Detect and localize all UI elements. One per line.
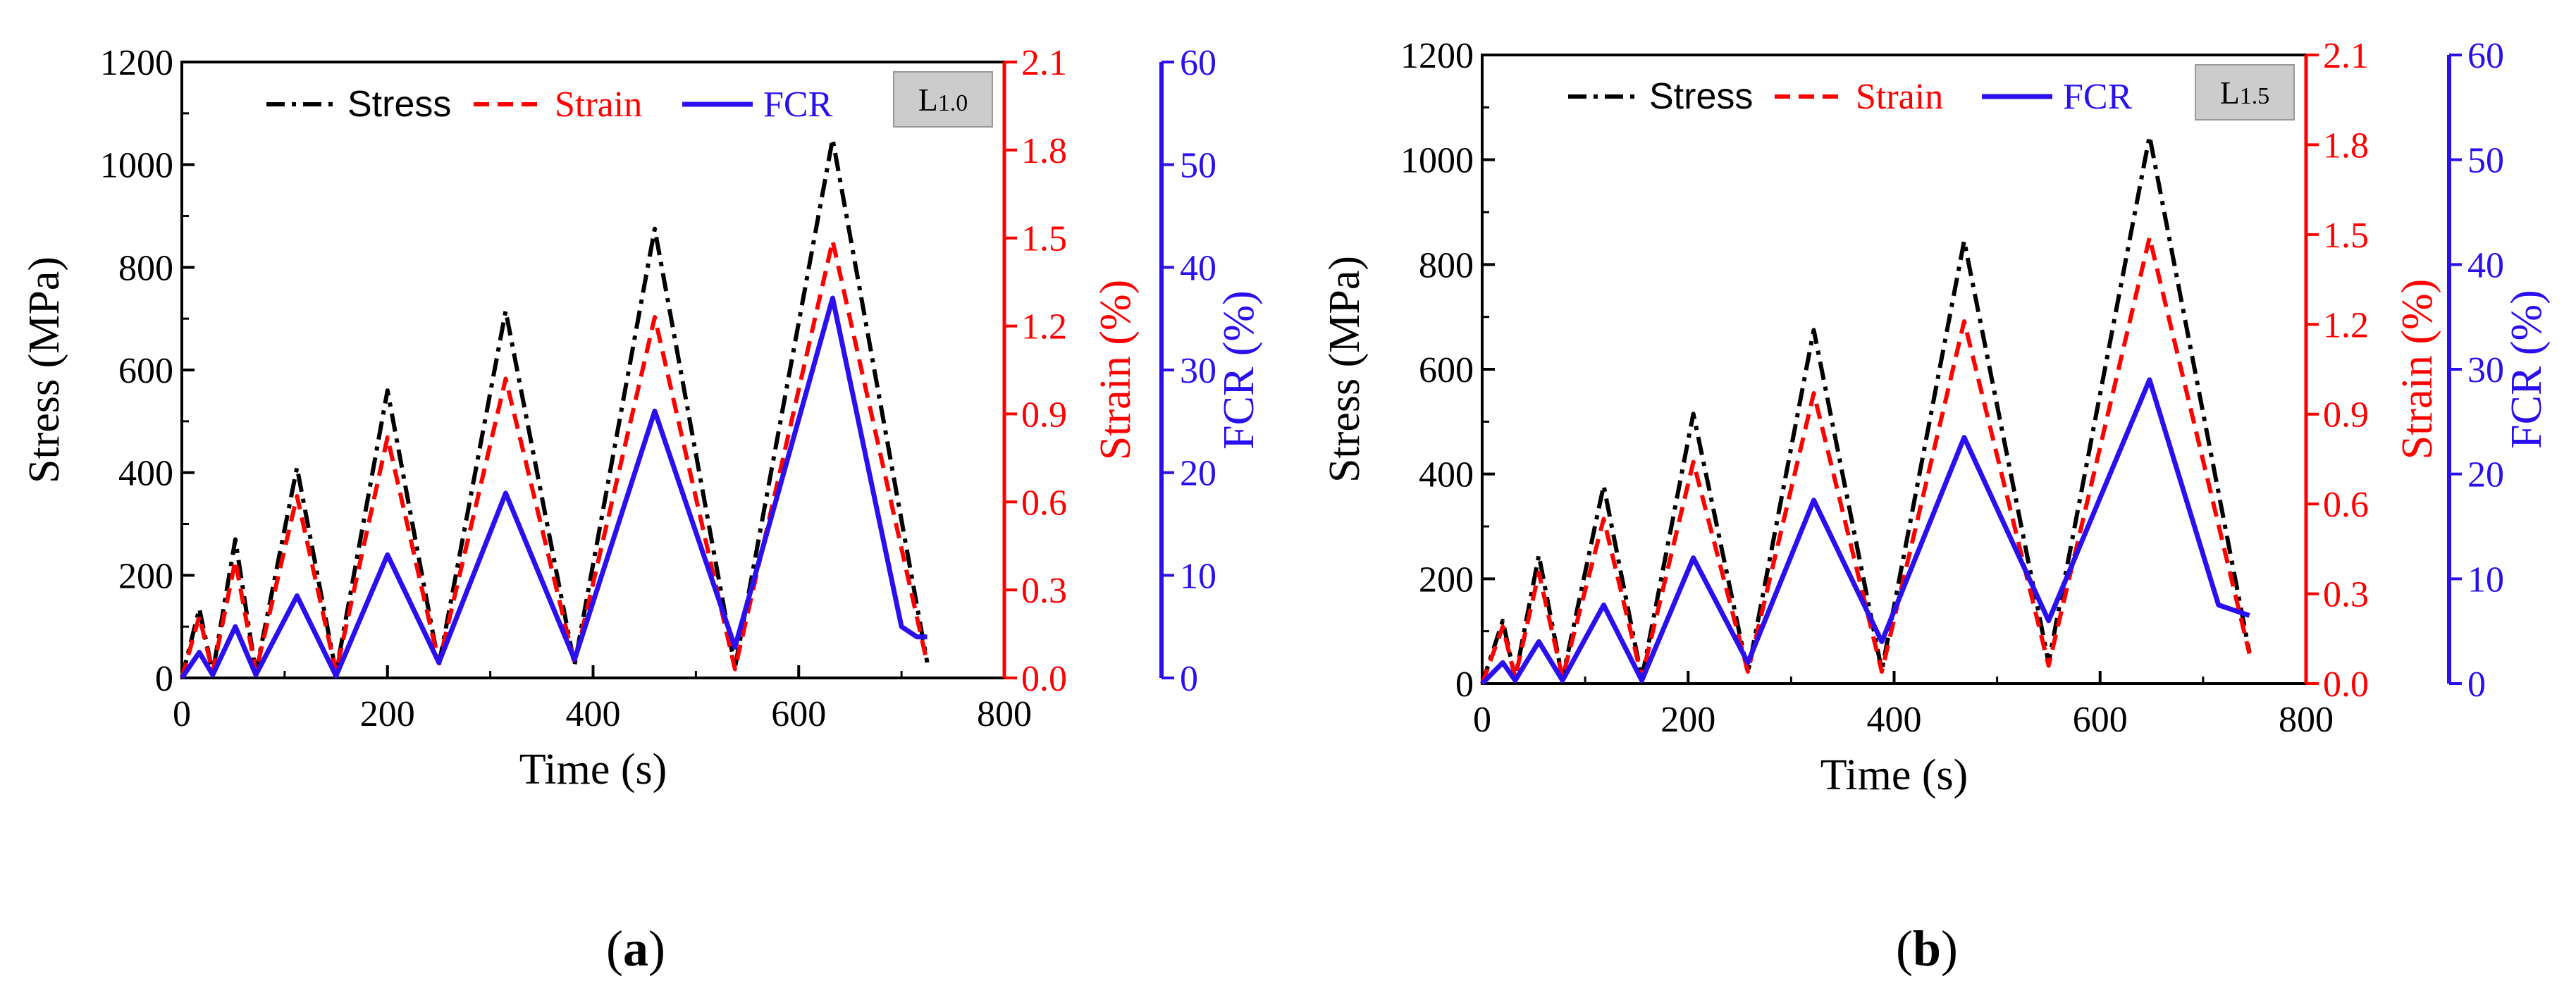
panel-b-x-tick-label: 0 <box>1473 700 1491 740</box>
panel-a-y-tick-label: 800 <box>118 248 173 288</box>
panel-b-x-tick-label: 800 <box>2279 700 2334 740</box>
panel-b-y3-tick-label: 50 <box>2467 141 2504 181</box>
panel-b-y-tick-label: 400 <box>1419 455 1474 495</box>
panel-a-y2-tick-label: 0.9 <box>1021 395 1067 435</box>
panel-b-y2-tick-label: 0.6 <box>2323 485 2369 525</box>
panel-a-x-tick-label: 200 <box>360 694 415 734</box>
panel-a-y2-tick-label: 2.1 <box>1021 43 1067 83</box>
panel-a-legend-label-fcr: FCR <box>763 85 833 125</box>
panel-b-legend-label-strain: Strain <box>1856 77 1943 117</box>
panel-b-y2-axis-title: Strain (%) <box>2393 279 2441 460</box>
panel-a-y2-tick-label: 1.5 <box>1021 219 1067 259</box>
panel-b-y2-tick-label: 1.2 <box>2323 305 2369 345</box>
panel-a-y3-tick-label: 60 <box>1180 43 1216 83</box>
panel-a-tag-label: L1.0 <box>918 82 968 118</box>
panel-a-series-strain-line <box>180 238 930 679</box>
panel-a-series-stress-line <box>180 137 930 679</box>
panel-b-y-tick-label: 1200 <box>1400 36 1474 76</box>
panel-b-y-tick-label: 1000 <box>1400 141 1474 181</box>
panel-b-tag-box <box>2195 64 2295 121</box>
panel-a-y-tick-label: 200 <box>118 556 173 596</box>
panel-a-x-tick-label: 0 <box>173 694 191 734</box>
panel-a-legend-label-stress: Stress <box>347 84 451 125</box>
panel-a-y2-tick-label: 1.8 <box>1021 131 1067 171</box>
panel-a-series-fcr-line <box>180 295 928 679</box>
panel-b-legend-label-stress: Stress <box>1649 76 1753 117</box>
panel-a-x-tick-label: 400 <box>566 694 621 734</box>
panel-a-x-tick-label: 600 <box>771 694 826 734</box>
panel-b-x-tick-label: 400 <box>1867 700 1922 740</box>
panel-b-y3-tick-label: 30 <box>2467 350 2504 390</box>
panel-b-y3-axis-title: FCR (%) <box>2503 290 2551 449</box>
panel-b-tag-label: L1.5 <box>2220 75 2270 111</box>
panel-a-x-axis-title: Time (s) <box>519 746 667 794</box>
panel-a-x-tick-label: 800 <box>977 694 1032 734</box>
panel-a-y3-tick-label: 50 <box>1180 146 1216 186</box>
panel-b-y2-tick-label: 2.1 <box>2323 36 2369 76</box>
panel-b-series-strain-line <box>1480 235 2252 685</box>
panel-a-y-tick-label: 1200 <box>100 43 173 83</box>
panel-b-y2-tick-label: 1.5 <box>2323 216 2369 256</box>
panel-a-y-tick-label: 600 <box>118 351 173 391</box>
panel-a-y2-tick-label: 0.6 <box>1021 483 1067 523</box>
panel-a-y-tick-label: 400 <box>118 454 173 494</box>
panel-b-y2-tick-label: 0.3 <box>2323 575 2369 615</box>
panel-b-series-stress-line <box>1480 134 2252 684</box>
panel-b-y-tick-label: 800 <box>1419 245 1474 285</box>
panel-b-y3-tick-label: 60 <box>2467 36 2504 76</box>
panel-b-y2-tick-label: 1.8 <box>2323 125 2369 166</box>
panel-b-x-tick-label: 200 <box>1660 700 1715 740</box>
panel-b-y2-tick-label: 0.9 <box>2323 395 2369 436</box>
panel-a-y-axis-title: Stress (MPa) <box>20 257 68 483</box>
panel-a-tag-box <box>893 71 993 128</box>
panel-b-y3-tick-label: 10 <box>2467 560 2504 600</box>
panel-b-y3-tick-label: 40 <box>2467 245 2504 285</box>
panel-b-y-axis-title: Stress (MPa) <box>1321 256 1369 483</box>
panel-a-chart: 0 200 400 600 8000200400600800100012000.00.3… <box>20 43 1263 794</box>
panel-b-y-tick-label: 0 <box>1455 665 1474 705</box>
panel-a-y3-tick-label: 30 <box>1180 351 1216 391</box>
panel-b-y-tick-label: 600 <box>1419 350 1474 390</box>
panel-b-legend-label-fcr: FCR <box>2063 77 2133 117</box>
panel-b-x-tick-label: 600 <box>2073 700 2128 740</box>
panel-a-y2-axis-title: Strain (%) <box>1092 280 1140 461</box>
panel-b-y-tick-label: 200 <box>1419 560 1474 600</box>
panel-a-y3-axis-title: FCR (%) <box>1215 290 1263 450</box>
panel-a-y-tick-label: 1000 <box>100 146 173 186</box>
panel-a-legend-label-strain: Strain <box>555 85 642 125</box>
panel-a-y2-tick-label: 0.3 <box>1021 571 1067 611</box>
panel-a-y3-tick-label: 10 <box>1180 556 1216 596</box>
panel-b-y2-tick-label: 0.0 <box>2323 665 2369 705</box>
panel-b-y3-tick-label: 20 <box>2467 455 2504 495</box>
panel-a-y2-tick-label: 0.0 <box>1021 659 1067 699</box>
panel-a-y-tick-label: 0 <box>155 659 173 699</box>
panel-b-y3-tick-label: 0 <box>2467 665 2486 705</box>
panel-a-y3-tick-label: 40 <box>1180 248 1216 288</box>
panel-label-a: (a) <box>606 920 665 977</box>
panel-b-x-axis-title: Time (s) <box>1820 751 1968 799</box>
panel-b-chart: 0 200 400 600 8000200400600800100012000.00.3… <box>1321 36 2551 799</box>
panel-b-series-fcr-line <box>1480 377 2250 686</box>
panel-a-y2-tick-label: 1.2 <box>1021 307 1067 347</box>
panel-a-y3-tick-label: 0 <box>1180 659 1198 699</box>
panel-label-b: (b) <box>1896 920 1959 977</box>
panel-a-y3-tick-label: 20 <box>1180 454 1216 494</box>
